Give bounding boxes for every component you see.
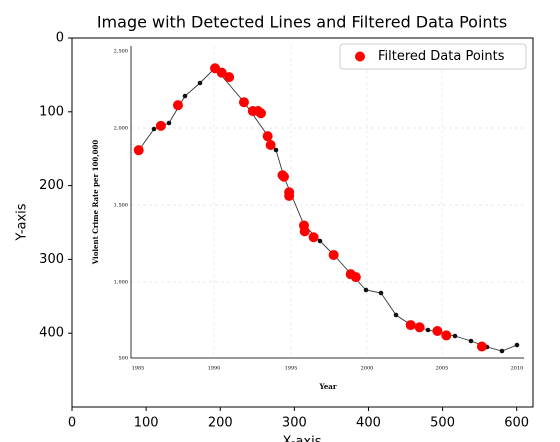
- legend-label: Filtered Data Points: [378, 49, 505, 64]
- image-y-tick: 1,500: [114, 203, 128, 209]
- x-tick-label: 0: [68, 416, 76, 431]
- plot-frame: [71, 37, 534, 408]
- data-point: [262, 131, 273, 142]
- data-point: [432, 325, 443, 336]
- data-point: [172, 100, 183, 111]
- chart-title: Image with Detected Lines and Filtered D…: [97, 13, 507, 32]
- y-tick-label: 300: [39, 252, 64, 267]
- data-point: [328, 249, 339, 260]
- x-axis-label: X-axis: [283, 435, 322, 442]
- embedded-image: 1985 1990 1995 2000 2005 2010 2,500 2,00…: [91, 46, 524, 391]
- y-tick-label: 200: [39, 178, 64, 193]
- image-x-tick: 1995: [285, 366, 298, 372]
- x-tick-label: 400: [356, 416, 381, 431]
- data-point: [284, 190, 295, 201]
- data-point: [441, 330, 452, 341]
- x-tick-label: 200: [208, 416, 233, 431]
- data-point: [476, 341, 487, 352]
- image-y-tick: 2,000: [114, 126, 128, 132]
- x-tick-label: 300: [282, 416, 307, 431]
- x-tick-label: 600: [504, 416, 529, 431]
- data-point: [255, 108, 266, 119]
- image-y-tick: 500: [118, 356, 128, 362]
- image-x-tick: 2005: [436, 366, 449, 372]
- data-point: [224, 72, 235, 83]
- y-tick-label: 0: [56, 31, 64, 46]
- legend-box: [339, 43, 527, 70]
- data-point: [265, 140, 276, 151]
- data-point: [238, 97, 249, 108]
- y-tick-label: 400: [39, 326, 64, 341]
- data-point: [405, 320, 416, 331]
- image-y-label: Violent Crime Rate per 100,000: [91, 140, 100, 266]
- x-tick-label: 500: [430, 416, 455, 431]
- y-axis-label: Y-axis: [15, 203, 30, 241]
- data-point: [414, 322, 425, 333]
- x-tick-label: 100: [134, 416, 159, 431]
- image-x-tick: 2000: [361, 366, 374, 372]
- image-y-tick: 2,500: [114, 49, 128, 55]
- data-point: [216, 67, 227, 78]
- data-point: [299, 226, 310, 237]
- y-tick-label: 100: [39, 104, 64, 119]
- image-x-label: Year: [318, 382, 336, 391]
- legend-marker: [355, 51, 365, 62]
- data-point: [155, 120, 166, 131]
- data-point: [350, 272, 361, 283]
- image-y-tick: 1,000: [114, 280, 128, 286]
- image-x-tick: 1990: [208, 366, 221, 372]
- image-x-tick: 1985: [132, 366, 145, 372]
- image-x-tick: 2010: [511, 366, 524, 372]
- data-point: [278, 171, 289, 182]
- data-point: [133, 145, 144, 156]
- data-point: [308, 232, 319, 243]
